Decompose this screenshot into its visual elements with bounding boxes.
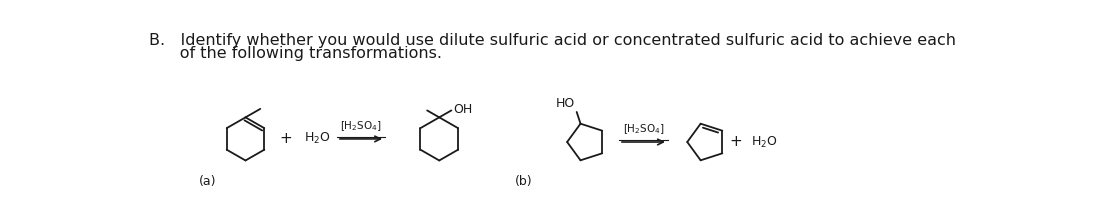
Text: of the following transformations.: of the following transformations.	[149, 46, 442, 61]
Text: OH: OH	[453, 103, 472, 116]
Text: HO: HO	[556, 97, 575, 110]
Text: [H$_2$SO$_4$]: [H$_2$SO$_4$]	[340, 119, 381, 133]
Text: (a): (a)	[199, 175, 217, 188]
Text: (b): (b)	[514, 175, 532, 188]
Text: B.   Identify whether you would use dilute sulfuric acid or concentrated sulfuri: B. Identify whether you would use dilute…	[149, 33, 956, 48]
Text: H$_2$O: H$_2$O	[304, 131, 330, 146]
Text: +: +	[279, 131, 293, 146]
Text: [H$_2$SO$_4$]: [H$_2$SO$_4$]	[623, 122, 664, 136]
Text: H$_2$O: H$_2$O	[751, 134, 777, 150]
Text: +: +	[729, 135, 742, 150]
